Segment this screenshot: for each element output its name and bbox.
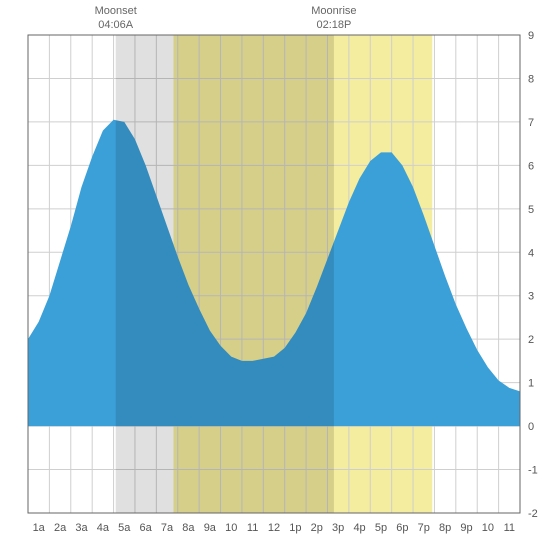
x-tick-label: 3p	[332, 522, 344, 534]
y-tick-label: 7	[528, 117, 534, 129]
x-tick-label: 10	[225, 522, 237, 534]
x-tick-label: 11	[247, 522, 258, 534]
y-tick-label: 8	[528, 73, 534, 85]
y-tick-label: 5	[528, 204, 534, 216]
x-tick-label: 6a	[140, 522, 153, 534]
x-tick-label: 12	[268, 522, 280, 534]
x-tick-label: 4a	[97, 522, 110, 534]
x-tick-label: 4p	[353, 522, 365, 534]
x-tick-label: 5a	[118, 522, 131, 534]
x-tick-label: 9a	[204, 522, 217, 534]
x-tick-label: 1a	[33, 522, 46, 534]
tide-chart: -2-101234567891a2a3a4a5a6a7a8a9a1011121p…	[0, 0, 550, 550]
x-tick-label: 8a	[182, 522, 195, 534]
x-tick-label: 3a	[75, 522, 88, 534]
x-tick-label: 9p	[460, 522, 472, 534]
y-tick-label: 2	[528, 334, 534, 346]
annotation-moonset-time: 04:06A	[98, 19, 134, 31]
annotation-moonrise-title: Moonrise	[311, 5, 356, 17]
x-tick-label: 7a	[161, 522, 174, 534]
y-tick-label: 6	[528, 160, 534, 172]
y-tick-label: 0	[528, 421, 534, 433]
x-tick-label: 11	[504, 522, 515, 534]
moon-down-band	[116, 35, 334, 513]
x-tick-label: 2p	[311, 522, 323, 534]
y-tick-label: 9	[528, 30, 534, 42]
y-tick-label: 4	[528, 247, 534, 259]
chart-svg: -2-101234567891a2a3a4a5a6a7a8a9a1011121p…	[0, 0, 550, 550]
x-tick-label: 8p	[439, 522, 451, 534]
x-tick-label: 1p	[289, 522, 301, 534]
x-tick-label: 7p	[418, 522, 430, 534]
y-tick-label: 1	[528, 378, 534, 390]
x-tick-label: 2a	[54, 522, 67, 534]
y-tick-label: 3	[528, 291, 534, 303]
x-tick-label: 5p	[375, 522, 387, 534]
annotation-moonset-title: Moonset	[95, 5, 137, 17]
x-tick-label: 10	[482, 522, 494, 534]
annotation-moonrise-time: 02:18P	[316, 19, 351, 31]
y-tick-label: -2	[528, 508, 538, 520]
x-tick-label: 6p	[396, 522, 408, 534]
y-tick-label: -1	[528, 465, 538, 477]
